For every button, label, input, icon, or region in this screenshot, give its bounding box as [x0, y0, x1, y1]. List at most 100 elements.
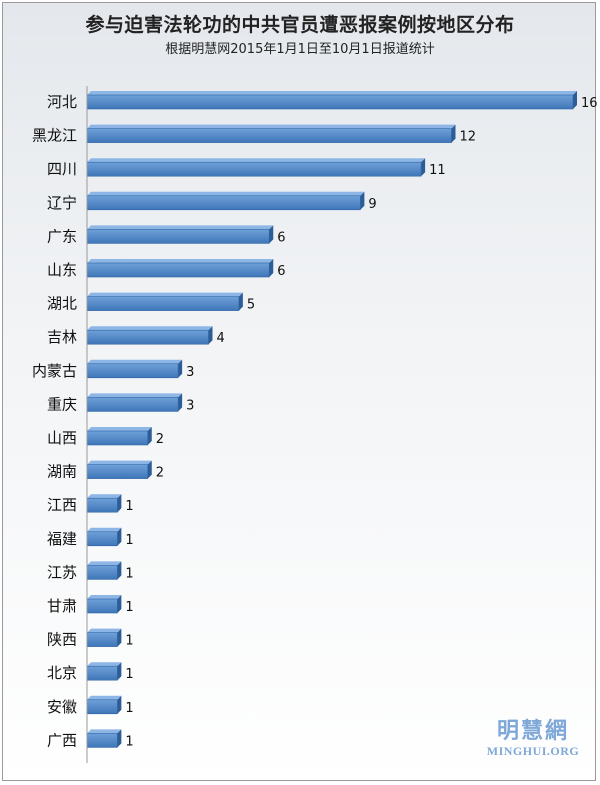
category-label: 福建: [47, 530, 77, 548]
value-label: 1: [125, 667, 133, 682]
bar-top-face: [87, 494, 122, 499]
value-label: 2: [156, 432, 164, 447]
category-label: 甘肃: [47, 597, 77, 615]
bar-top-face: [87, 527, 122, 532]
value-label: 5: [247, 298, 255, 313]
category-label: 山东: [47, 261, 77, 279]
bar-group: 吉林 4: [47, 326, 225, 346]
bar-side-face: [147, 427, 152, 445]
value-label: 1: [125, 701, 133, 716]
bar-side-face: [117, 628, 122, 647]
bar: [86, 329, 209, 345]
chart-title: 参与迫害法轮功的中共官员遭恶报案例按地区分布: [85, 14, 515, 36]
bar-top-face: [87, 259, 274, 263]
bar: [86, 699, 118, 715]
bar-side-face: [117, 527, 122, 546]
bar-side-face: [117, 695, 122, 714]
bar-group: 安徽 1: [47, 695, 134, 716]
bar-side-face: [117, 662, 122, 681]
bar: [86, 363, 179, 379]
bar: [86, 733, 118, 748]
bar-side-face: [178, 359, 183, 378]
bar-top-face: [87, 359, 183, 364]
bar: [86, 464, 149, 479]
bar-group: 内蒙古 3: [32, 359, 194, 380]
bar-top-face: [87, 225, 274, 230]
bar-side-face: [269, 225, 274, 244]
value-label: 3: [186, 398, 194, 413]
value-label: 1: [125, 566, 133, 581]
bar: [86, 430, 149, 446]
bar-side-face: [451, 124, 456, 143]
bar-top-face: [87, 91, 577, 95]
bar-group: 陕西 1: [47, 628, 134, 649]
bar-top-face: [87, 561, 122, 566]
bar-side-face: [117, 595, 122, 613]
value-label: 16: [581, 96, 598, 111]
bar: [86, 94, 574, 110]
bar-group: 四川 11: [47, 158, 446, 178]
bar-group: 黑龙江 12: [32, 124, 476, 145]
bar-side-face: [117, 729, 122, 748]
bar-group: 重庆 3: [47, 393, 194, 413]
category-label: 内蒙古: [32, 362, 77, 380]
logo-text-cn: 明慧網: [496, 719, 569, 744]
category-label: 河北: [47, 93, 77, 111]
bar-side-face: [421, 158, 426, 177]
bar-group: 北京 1: [47, 662, 134, 682]
bar-top-face: [87, 427, 152, 431]
bar-top-face: [87, 326, 213, 331]
value-label: 3: [186, 365, 194, 380]
category-label: 吉林: [47, 328, 77, 346]
bar-side-face: [117, 494, 122, 513]
bar-group: 辽宁 9: [47, 191, 377, 212]
category-label: 湖南: [47, 463, 77, 481]
bar-top-face: [87, 628, 122, 633]
chart-subtitle: 根据明慧网2015年1月1日至10月1日报道统计: [165, 42, 435, 57]
bar: [86, 195, 361, 211]
bar-top-face: [87, 292, 243, 297]
value-label: 1: [125, 499, 133, 514]
value-label: 11: [429, 163, 446, 178]
bar-top-face: [87, 595, 122, 599]
bar: [86, 632, 118, 647]
category-label: 重庆: [47, 395, 77, 413]
category-label: 广东: [47, 227, 77, 245]
bar-top-face: [87, 460, 152, 465]
bar-group: 广东 6: [47, 225, 286, 245]
bar-top-face: [87, 124, 456, 129]
bar-side-face: [360, 191, 365, 210]
category-label: 江苏: [47, 563, 77, 581]
value-label: 4: [217, 331, 225, 346]
value-label: 6: [277, 230, 285, 245]
bar-group: 福建 1: [47, 527, 134, 548]
category-label: 安徽: [47, 698, 77, 716]
bar-group: 山西 2: [47, 427, 164, 447]
logo-text-en: MINGHUI.ORG: [486, 744, 580, 758]
bar-side-face: [147, 460, 152, 479]
bar: [86, 497, 118, 513]
bar-top-face: [87, 191, 365, 196]
bar: [86, 296, 240, 311]
bar-side-face: [208, 326, 213, 345]
bar-top-face: [87, 695, 122, 700]
bar: [86, 128, 452, 143]
category-label: 山西: [47, 429, 77, 447]
value-label: 1: [125, 600, 133, 615]
bar-group: 江西 1: [47, 494, 134, 514]
category-label: 黑龙江: [32, 127, 77, 145]
category-label: 四川: [47, 160, 77, 178]
bar-top-face: [87, 662, 122, 667]
bar-group: 山东 6: [47, 259, 286, 279]
value-label: 1: [125, 634, 133, 649]
bar-side-face: [573, 91, 577, 109]
bar: [86, 262, 270, 278]
value-label: 1: [125, 734, 133, 749]
bar-side-face: [178, 393, 183, 412]
bar-group: 湖北 5: [47, 292, 255, 313]
bar: [86, 161, 422, 177]
bar-top-face: [87, 729, 122, 734]
category-label: 江西: [47, 496, 77, 514]
bar: [86, 531, 118, 547]
